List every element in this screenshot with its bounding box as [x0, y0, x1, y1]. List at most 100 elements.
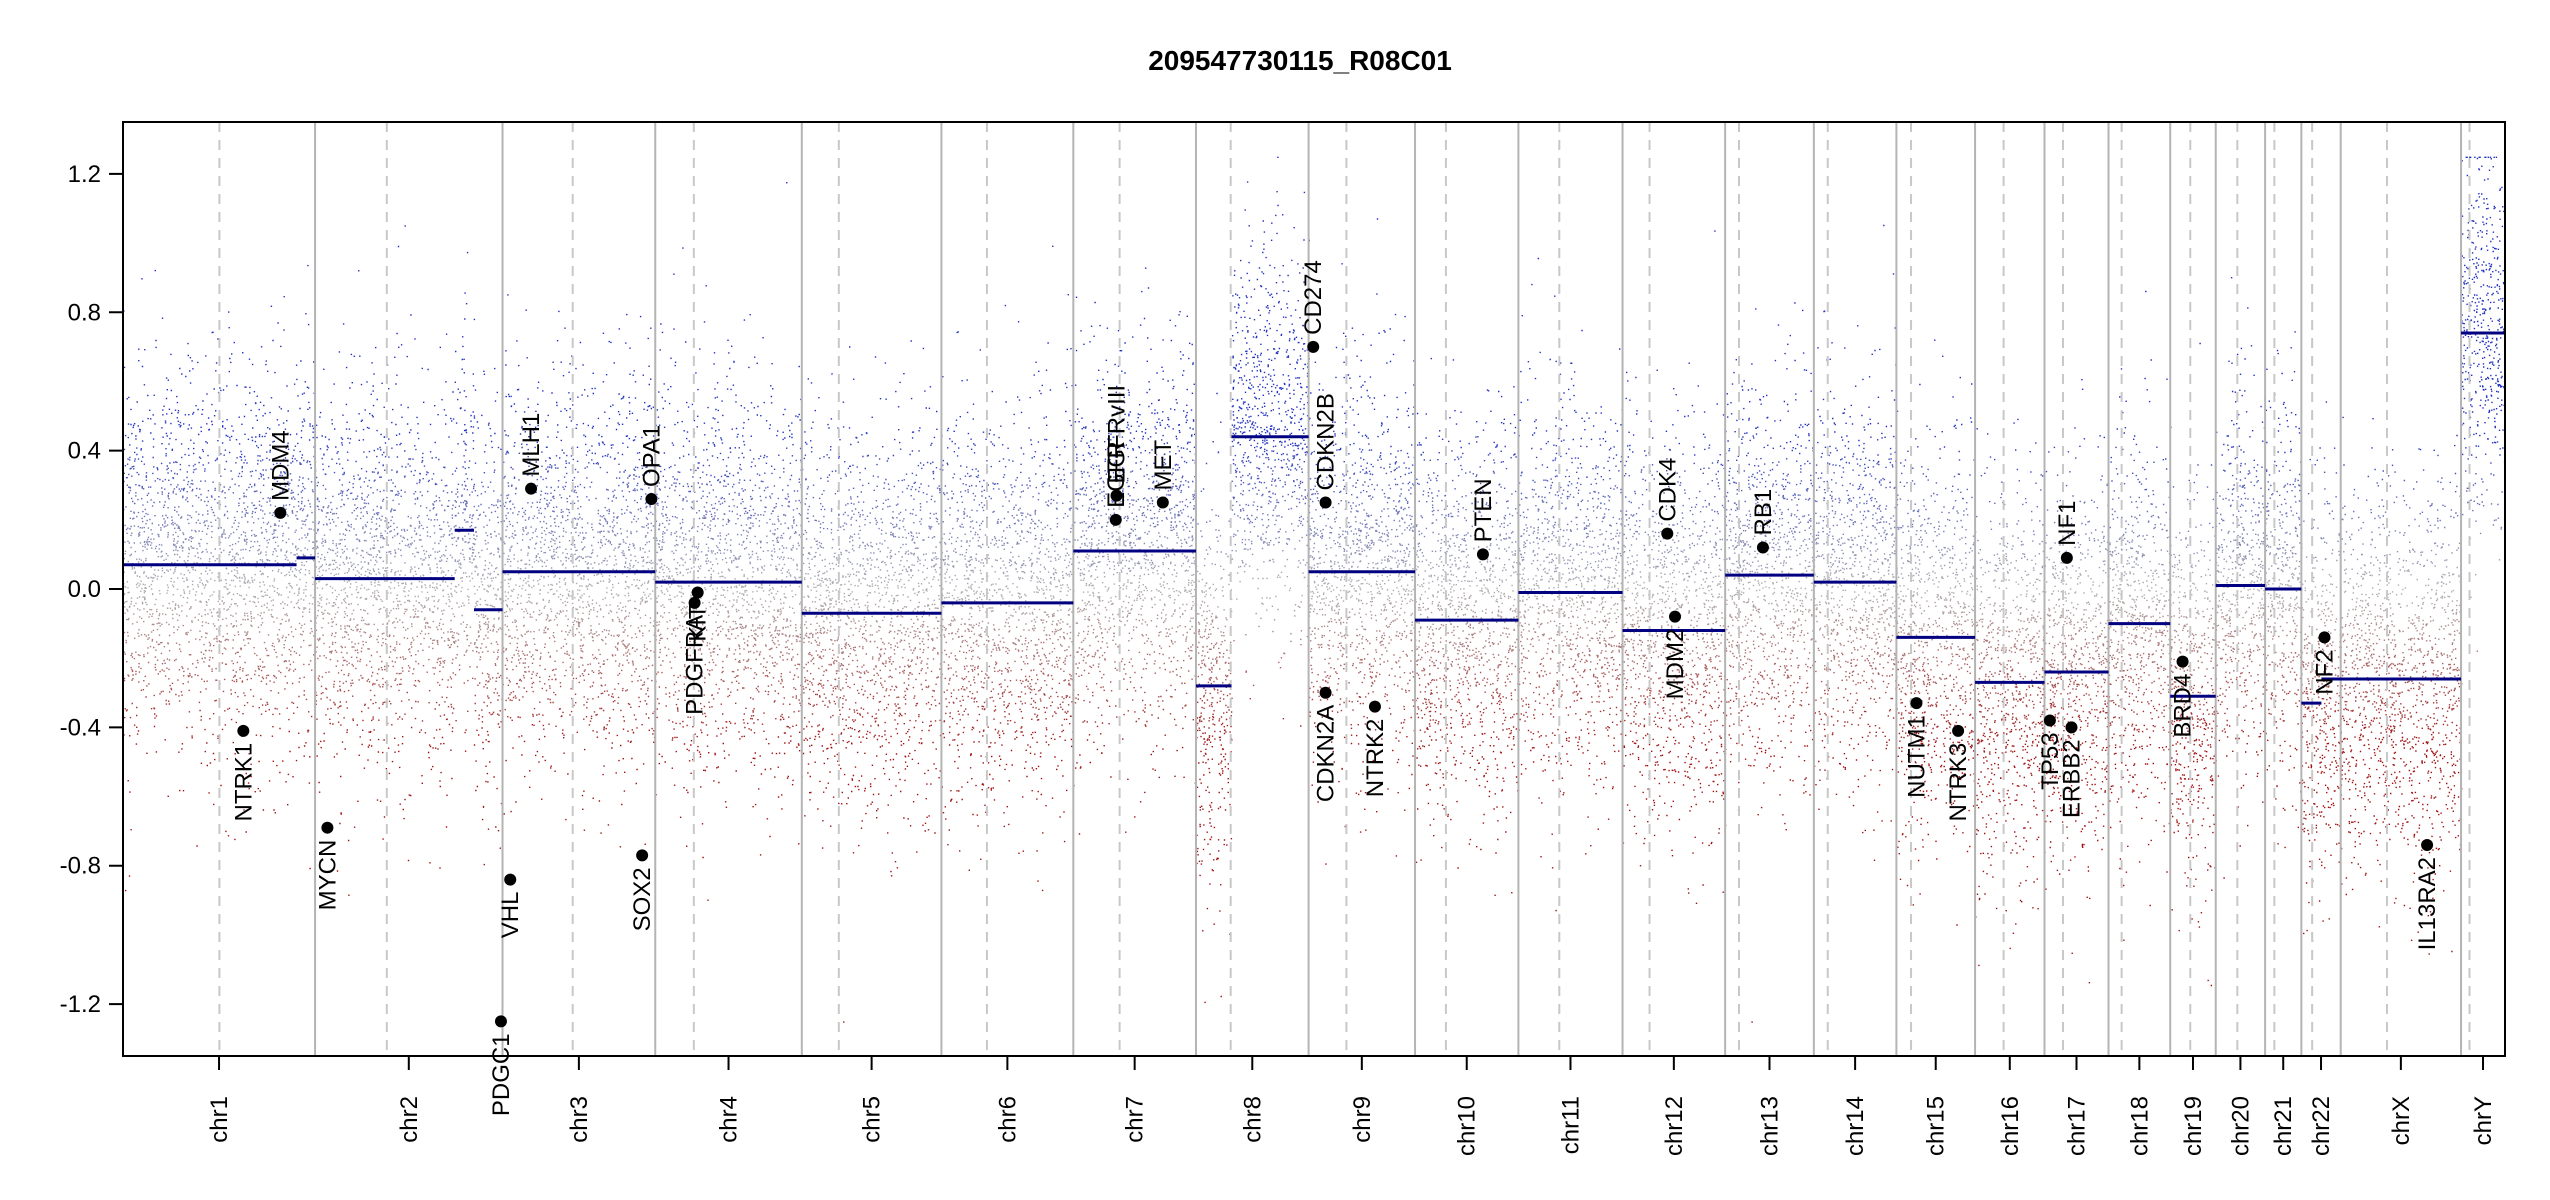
probe-point-group — [131, 475, 2369, 478]
probe-point-group — [166, 516, 2455, 519]
gene-marker — [645, 493, 658, 506]
probe-point-group — [134, 550, 2424, 554]
probe-point-group — [150, 565, 2436, 568]
gene-label: TP53 — [2037, 732, 2064, 789]
probe-point-group — [176, 588, 2433, 591]
probe-point-group — [286, 444, 1631, 447]
probe-point-group — [123, 733, 2447, 736]
probe-point-group — [124, 541, 2411, 544]
x-tick-label: chr2 — [396, 1096, 423, 1143]
y-tick-label: -0.4 — [60, 714, 101, 741]
probe-point-group — [238, 485, 2458, 488]
gene-marker — [2043, 714, 2056, 727]
gene-label: PDGC1 — [488, 1033, 515, 1116]
probe-point-group — [150, 529, 2428, 532]
probe-point-group — [130, 553, 2437, 556]
probe-point-group — [138, 584, 2363, 587]
x-tick-label: chr18 — [2126, 1096, 2153, 1156]
probe-point-group — [127, 674, 2460, 677]
probe-point-group — [130, 603, 2450, 605]
probe-point-group — [136, 558, 2501, 561]
gene-label: MYCN — [314, 840, 341, 911]
probe-point-group — [141, 601, 2425, 604]
probe-point-group — [127, 560, 2432, 563]
probe-point-group — [543, 530, 2168, 532]
probe-point-group — [272, 435, 2101, 437]
probe-point-group — [154, 713, 2435, 716]
x-tick-label: chr16 — [1997, 1096, 2024, 1156]
probe-point-group — [144, 543, 2372, 546]
probe-point-group — [185, 632, 2421, 635]
probe-point-group — [228, 553, 2391, 556]
probe-point-group — [140, 559, 2446, 562]
probe-point-group — [346, 731, 2453, 734]
probe-point-group — [288, 730, 2393, 733]
probe-point-group — [183, 573, 2477, 576]
segments — [123, 331, 2505, 705]
probe-point-group — [146, 519, 2496, 522]
probe-point-group — [145, 479, 2406, 482]
probe-point-group — [126, 532, 2482, 535]
gene-marker — [2176, 655, 2189, 668]
probe-point-group — [208, 664, 2417, 667]
probe-point-group — [1260, 433, 1271, 436]
x-tick-label: chr19 — [2180, 1096, 2207, 1156]
probe-point-group — [127, 458, 2167, 461]
probe-point-group — [127, 635, 2431, 638]
probe-point-group — [143, 680, 2459, 683]
probe-point-group — [129, 456, 2478, 459]
probe-point-group — [131, 668, 2457, 671]
gene-marker — [1319, 496, 1332, 509]
gene-marker — [2065, 721, 2078, 734]
probe-point-group — [128, 617, 2420, 621]
gene-label: KIT — [685, 604, 712, 642]
probe-point-group — [131, 567, 2353, 571]
probe-point-group — [143, 570, 2410, 573]
probe-point-group — [129, 517, 2500, 520]
probe-point-group — [217, 440, 1729, 442]
probe-point-group — [124, 552, 2297, 555]
probe-point-group — [125, 639, 2455, 642]
probe-point-group — [127, 539, 2339, 543]
probe-point-group — [140, 449, 2435, 452]
probe-point-group — [256, 444, 2506, 448]
probe-point-group — [160, 691, 2441, 693]
gene-label: BRD4 — [2170, 674, 2197, 738]
probe-point-group — [147, 646, 2462, 650]
probe-point-group — [163, 659, 2434, 662]
probe-point-group — [123, 471, 2471, 475]
probe-point-group — [475, 531, 2272, 533]
y-tick-label: 0.4 — [68, 438, 101, 465]
probe-point-group — [234, 691, 2450, 694]
probe-point-group — [171, 516, 2242, 518]
probe-point-group — [251, 470, 2268, 472]
probe-point-group — [134, 451, 2286, 454]
probe-point-group — [260, 698, 2452, 701]
probe-point-group — [333, 685, 2461, 689]
gene-label: NTRK3 — [1945, 743, 1972, 822]
probe-point-group — [146, 500, 2483, 504]
probe-point-group — [227, 708, 2453, 711]
probe-point-group — [126, 608, 2382, 611]
probe-point-group — [138, 534, 2273, 537]
probe-point-group — [152, 612, 2457, 615]
probe-point-group — [161, 555, 2247, 557]
probe-point-group — [307, 729, 2392, 732]
probe-point-group — [291, 457, 2469, 460]
probe-point-group — [168, 678, 2440, 681]
probe-point-group — [671, 739, 2462, 742]
probe-point-group — [134, 459, 1897, 463]
probe-point-group — [124, 716, 2448, 719]
probe-point-group — [142, 545, 2267, 548]
probe-point-group — [487, 567, 2391, 570]
gene-marker — [525, 482, 538, 495]
probe-point-group — [154, 717, 2435, 720]
probe-point-group — [126, 709, 2409, 712]
probe-point-group — [320, 578, 2170, 581]
probe-point-group — [273, 681, 2409, 684]
probe-point-group — [182, 496, 2171, 499]
gene-label: MET — [1150, 440, 1177, 491]
probe-point-group — [123, 650, 2453, 654]
probe-point-group — [150, 566, 2193, 569]
probe-point-group — [131, 623, 2428, 625]
